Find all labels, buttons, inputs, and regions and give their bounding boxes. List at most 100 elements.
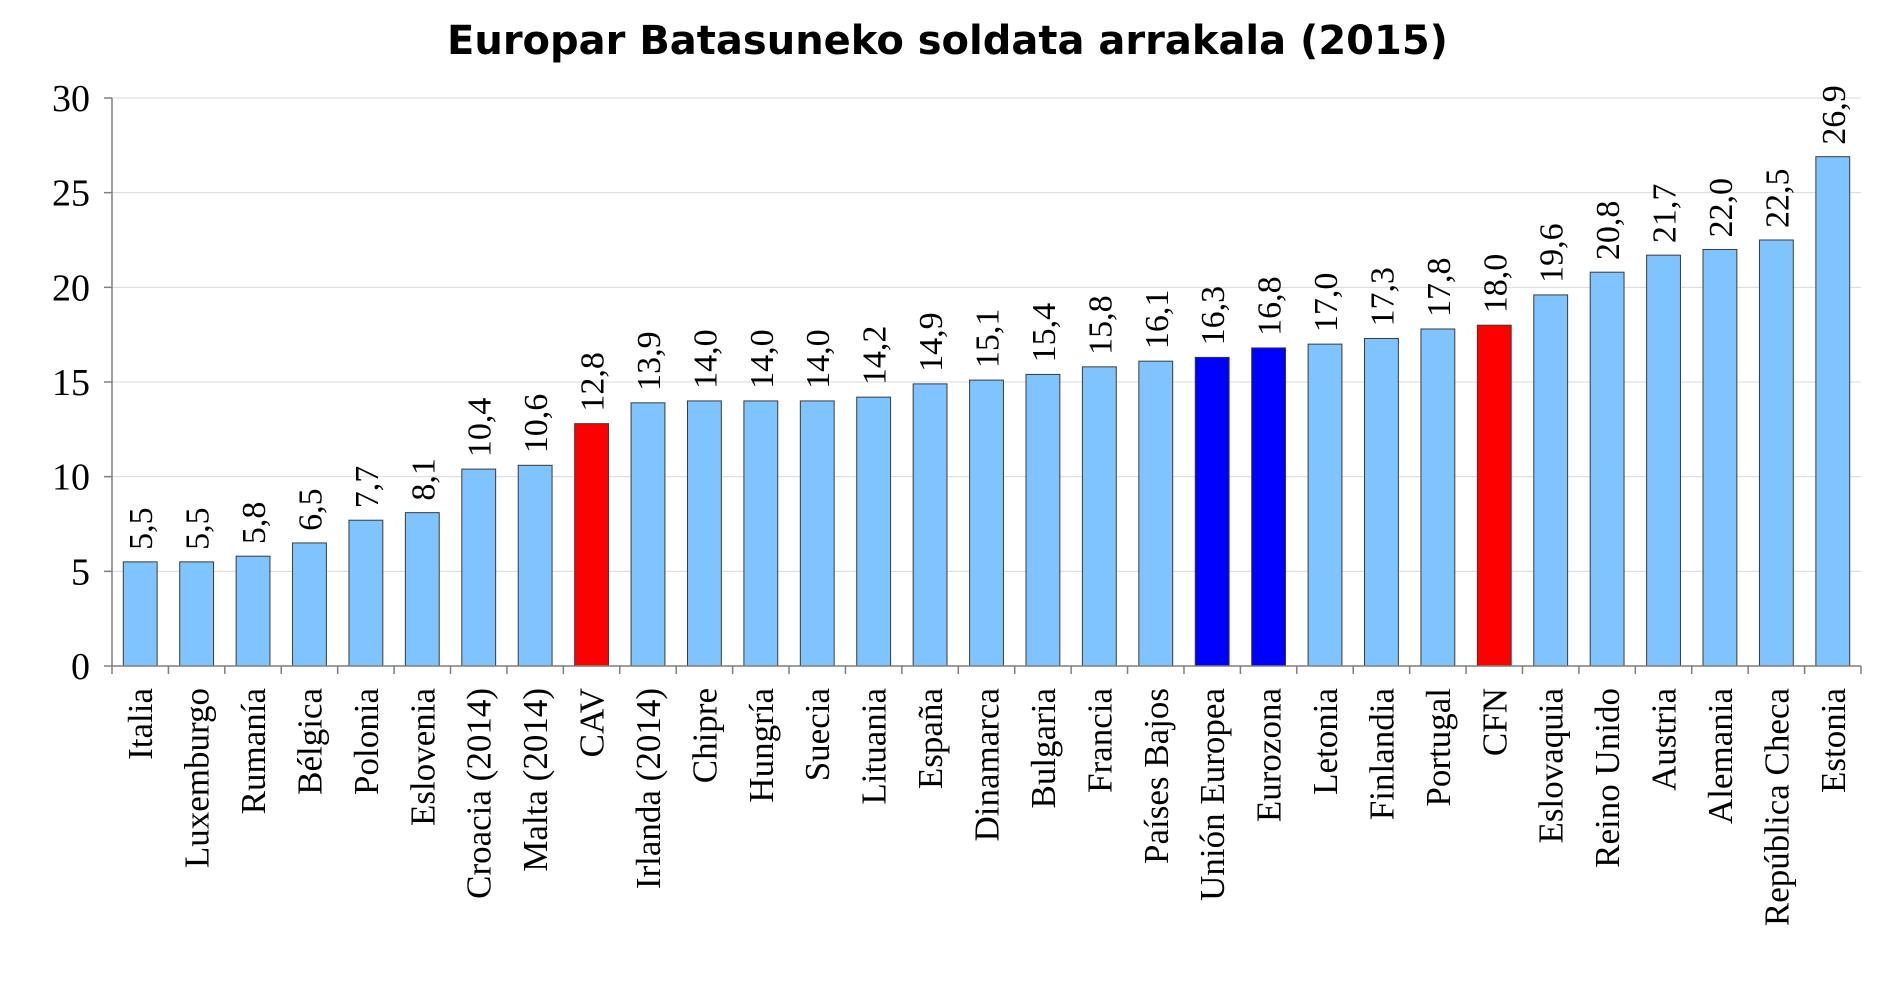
labels: 5,5 Italia 5,5 Luxemburgo 5,8 Rumanía 6,5 Bélgi… bbox=[121, 85, 1853, 926]
bar bbox=[348, 519, 384, 667]
x-category-label: Croacia (2014) bbox=[460, 688, 499, 899]
x-category-label: Suecia bbox=[798, 688, 837, 782]
x-category-label: Finlandia bbox=[1362, 688, 1401, 821]
data-label: 16,8 bbox=[1252, 276, 1289, 336]
x-category-label: Eslovenia bbox=[403, 688, 442, 826]
bar bbox=[1025, 373, 1061, 667]
x-category-label: Hungría bbox=[742, 688, 781, 803]
y-tick-label: 30 bbox=[52, 78, 90, 120]
x-category-label: Bélgica bbox=[290, 688, 329, 795]
bar bbox=[630, 402, 666, 667]
bar bbox=[461, 468, 497, 667]
data-label: 13,9 bbox=[631, 331, 668, 391]
bar bbox=[1307, 343, 1343, 667]
chart-title: Europar Batasuneko soldata arrakala (201… bbox=[447, 18, 1448, 64]
data-label: 8,1 bbox=[405, 458, 442, 501]
bars bbox=[122, 156, 1851, 667]
data-label: 26,9 bbox=[1816, 85, 1853, 145]
bar bbox=[179, 561, 215, 667]
y-tick-label: 5 bbox=[71, 551, 90, 593]
x-category-label: Eslovaquia bbox=[1532, 688, 1571, 844]
y-tick-label: 20 bbox=[52, 267, 90, 309]
y-tick-label: 0 bbox=[71, 646, 90, 688]
bar bbox=[686, 400, 722, 667]
bar bbox=[1476, 324, 1512, 667]
bar bbox=[1758, 239, 1794, 667]
data-label: 21,7 bbox=[1647, 184, 1684, 244]
bar bbox=[517, 464, 553, 667]
bar bbox=[574, 423, 609, 667]
data-label: 12,8 bbox=[575, 352, 612, 412]
x-category-label: Francia bbox=[1080, 688, 1119, 793]
data-label: 15,4 bbox=[1026, 303, 1063, 363]
bar bbox=[1533, 294, 1569, 667]
y-tick-label: 15 bbox=[52, 362, 90, 404]
x-category-label: CAV bbox=[573, 688, 612, 757]
x-category-label: CFN bbox=[1475, 688, 1514, 756]
x-category-label: Chipre bbox=[685, 688, 724, 783]
data-label: 17,3 bbox=[1364, 267, 1401, 327]
bar bbox=[1194, 356, 1230, 667]
bar bbox=[1815, 156, 1851, 667]
data-label: 22,5 bbox=[1759, 169, 1796, 229]
bar bbox=[856, 396, 892, 667]
data-label: 20,8 bbox=[1590, 201, 1627, 261]
bar bbox=[1702, 248, 1738, 667]
bar bbox=[799, 400, 835, 667]
data-label: 18,0 bbox=[1477, 254, 1514, 314]
x-category-label: Luxemburgo bbox=[178, 688, 217, 868]
data-label: 15,1 bbox=[970, 309, 1007, 369]
data-label: 14,2 bbox=[857, 326, 894, 386]
data-label: 14,9 bbox=[913, 312, 950, 372]
bar bbox=[1646, 254, 1681, 667]
x-category-label: Alemania bbox=[1701, 688, 1740, 825]
bar bbox=[1138, 360, 1174, 667]
bar bbox=[292, 542, 327, 667]
bar bbox=[1251, 347, 1287, 667]
data-label: 5,5 bbox=[180, 507, 217, 550]
data-label: 14,0 bbox=[744, 329, 781, 389]
data-label: 14,0 bbox=[687, 329, 724, 389]
data-label: 17,0 bbox=[1308, 273, 1345, 333]
x-category-label: Países Bajos bbox=[1137, 688, 1176, 864]
x-category-label: Malta (2014) bbox=[516, 688, 555, 872]
x-category-label: Irlanda (2014) bbox=[629, 688, 668, 889]
bar bbox=[1364, 337, 1399, 667]
data-label: 7,7 bbox=[349, 466, 386, 509]
data-label: 10,6 bbox=[518, 394, 555, 454]
data-label: 16,3 bbox=[1195, 286, 1232, 346]
data-label: 15,8 bbox=[1082, 295, 1119, 355]
x-category-label: Portugal bbox=[1419, 688, 1458, 807]
data-label: 6,5 bbox=[292, 488, 329, 531]
data-label: 14,0 bbox=[800, 329, 837, 389]
bar bbox=[404, 512, 440, 667]
x-category-label: Dinamarca bbox=[968, 688, 1007, 842]
x-category-label: Letonia bbox=[1306, 688, 1345, 795]
y-tick-label: 10 bbox=[52, 457, 90, 499]
bar bbox=[912, 383, 948, 667]
x-category-label: Estonia bbox=[1814, 688, 1853, 793]
x-category-label: Reino Unido bbox=[1588, 688, 1627, 868]
data-label: 16,1 bbox=[1139, 290, 1176, 350]
x-category-label: Italia bbox=[121, 688, 160, 760]
x-category-label: Rumanía bbox=[234, 688, 273, 815]
y-tick-label: 25 bbox=[52, 173, 90, 215]
x-category-label: Bulgaria bbox=[1024, 688, 1063, 809]
x-category-label: España bbox=[911, 688, 950, 790]
x-category-label: Austria bbox=[1645, 688, 1684, 792]
bar bbox=[969, 379, 1004, 667]
x-category-label: Lituania bbox=[855, 688, 894, 805]
data-label: 19,6 bbox=[1534, 223, 1571, 283]
data-label: 5,8 bbox=[236, 502, 273, 545]
bar bbox=[1589, 271, 1625, 667]
bar bbox=[122, 561, 158, 667]
x-category-label: Unión Europea bbox=[1193, 688, 1232, 901]
x-category-label: República Checa bbox=[1757, 688, 1796, 927]
data-label: 10,4 bbox=[462, 398, 499, 458]
bar bbox=[1081, 366, 1117, 667]
bar bbox=[743, 400, 779, 667]
data-label: 17,8 bbox=[1421, 257, 1458, 317]
data-label: 5,5 bbox=[123, 507, 160, 550]
bar bbox=[235, 555, 271, 667]
